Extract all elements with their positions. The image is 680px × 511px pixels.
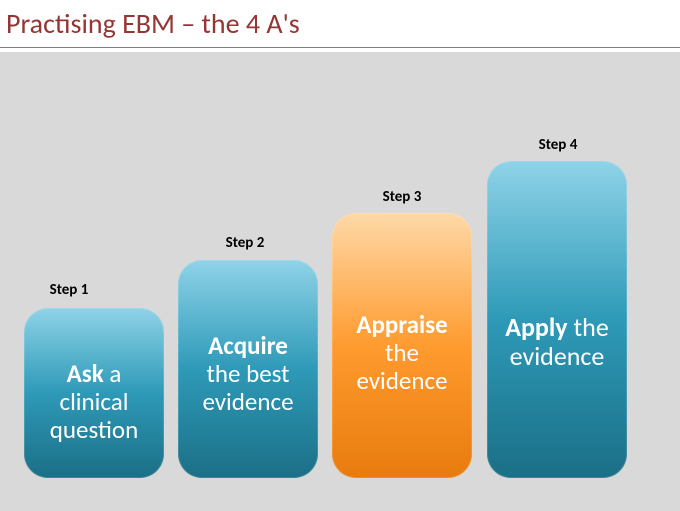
pill-acquire: Acquire the best evidence [178,260,318,478]
slide: Practising EBM – the 4 A's Step 1 Ask a … [0,0,680,511]
pill-ask-keyword: Ask [67,358,104,389]
step-label-4: Step 4 [528,136,588,154]
pill-ask-line2: clinical [24,388,164,416]
pill-acquire-keyword: Acquire [208,330,288,361]
pill-apply-line2: evidence [487,342,627,371]
step-label-2: Step 2 [215,234,275,252]
pill-apply-keyword: Apply [505,311,567,343]
pill-ask-line1: Ask a [24,360,164,388]
pill-apply-rest: the [568,311,609,343]
pill-acquire-line1: Acquire [178,332,318,360]
pill-apply-line1: Apply the [487,313,627,342]
pill-appraise-line3: evidence [332,367,472,395]
pill-apply: Apply the evidence [487,161,627,478]
pill-acquire-line2: the best [178,360,318,388]
title-container: Practising EBM – the 4 A's [0,4,680,48]
slide-title: Practising EBM – the 4 A's [6,6,300,41]
pill-appraise-keyword: Appraise [356,309,447,340]
pill-acquire-line3: evidence [178,388,318,416]
pill-appraise-line1: Appraise [332,311,472,339]
pill-appraise: Appraise the evidence [332,213,472,478]
pill-appraise-line2: the [332,339,472,367]
pill-ask-rest: a [104,358,122,389]
step-label-1: Step 1 [39,281,99,299]
pill-ask: Ask a clinical question [24,308,164,478]
pill-ask-line3: question [24,416,164,444]
step-label-3: Step 3 [372,188,432,206]
